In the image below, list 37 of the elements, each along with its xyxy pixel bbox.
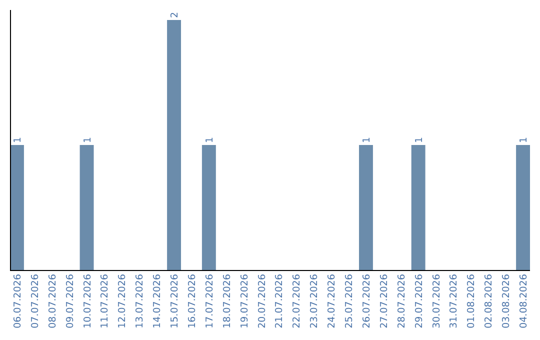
- x-tick-label: 26.07.2026: [361, 274, 372, 328]
- x-tick-label: 15.07.2026: [170, 274, 181, 328]
- x-tick-label: 01.08.2026: [466, 274, 478, 328]
- x-tick-label: 13.07.2026: [134, 274, 146, 328]
- data-label: 1: [12, 136, 24, 143]
- x-tick-label: 09.07.2026: [64, 274, 76, 328]
- x-tick-label: 24.07.2026: [326, 274, 338, 328]
- x-tick-label: 20.07.2026: [256, 274, 268, 328]
- x-tick-label: 11.07.2026: [100, 274, 111, 328]
- data-label: 1: [361, 136, 372, 143]
- x-tick-label: 21.07.2026: [274, 274, 286, 328]
- x-tick-label: 27.07.2026: [378, 274, 390, 328]
- x-tick-label: 22.07.2026: [292, 274, 303, 328]
- x-tick-label: 23.07.2026: [309, 274, 320, 328]
- data-label: 2: [170, 12, 181, 18]
- x-tick-label: 04.08.2026: [518, 274, 530, 328]
- x-tick-label: 06.07.2026: [12, 274, 24, 328]
- data-label: 1: [518, 136, 530, 143]
- x-tick-label: 30.07.2026: [431, 274, 442, 328]
- x-tick-label: 17.07.2026: [204, 274, 216, 328]
- x-tick-label: 29.07.2026: [414, 274, 425, 328]
- data-label: 1: [82, 136, 94, 143]
- x-tick-label: 12.07.2026: [117, 274, 128, 328]
- x-tick-label: 28.07.2026: [396, 274, 408, 328]
- x-tick-label: 16.07.2026: [186, 274, 198, 328]
- data-label: 1: [204, 136, 216, 143]
- x-tick-label: 14.07.2026: [152, 274, 164, 328]
- x-tick-label: 08.07.2026: [47, 274, 58, 328]
- x-tick-label: 03.08.2026: [501, 274, 512, 328]
- x-tick-label: 07.07.2026: [30, 274, 41, 328]
- x-tick-label: 02.08.2026: [484, 274, 495, 328]
- x-tick-label: 19.07.2026: [239, 274, 250, 328]
- x-tick-label: 31.07.2026: [448, 274, 460, 328]
- x-tick-label: 10.07.2026: [82, 274, 94, 328]
- x-tick-label: 18.07.2026: [222, 274, 233, 328]
- x-tick-label: 25.07.2026: [344, 274, 356, 328]
- data-label: 1: [414, 136, 425, 143]
